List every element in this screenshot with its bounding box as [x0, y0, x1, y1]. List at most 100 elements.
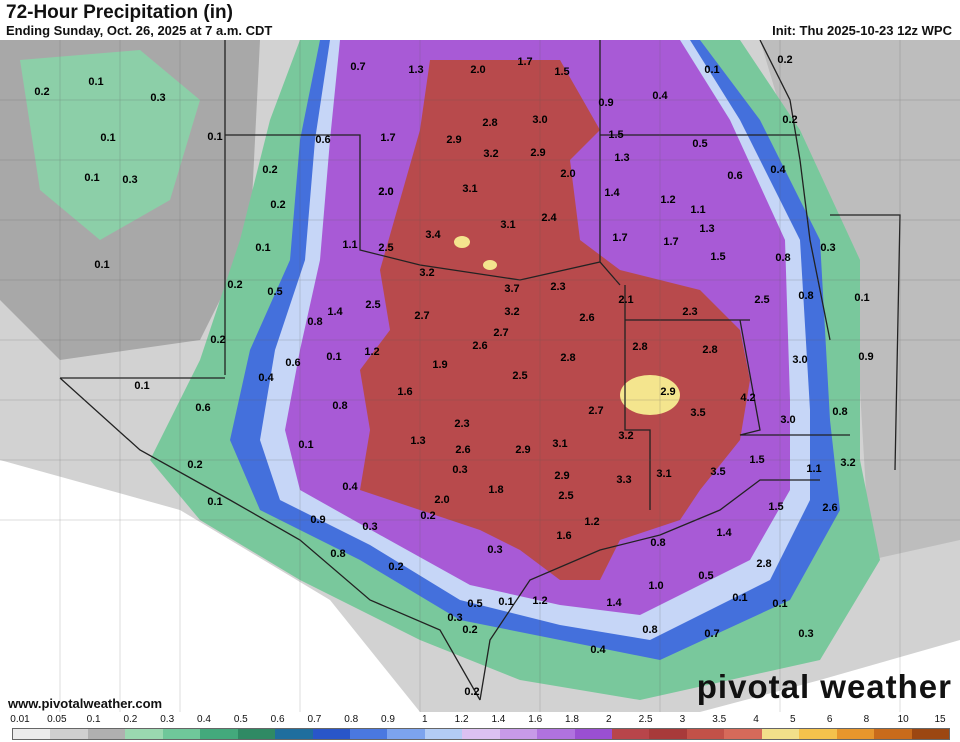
website-url: www.pivotalweather.com — [8, 696, 163, 711]
legend-tick-label: 1.4 — [491, 714, 506, 725]
precip-value-label: 2.5 — [512, 370, 528, 382]
precip-value-label: 0.4 — [258, 372, 274, 384]
precip-value-label: 1.0 — [648, 580, 664, 592]
precip-value-label: 3.2 — [419, 267, 435, 279]
precip-value-label: 3.1 — [462, 183, 478, 195]
precip-value-label: 1.4 — [604, 187, 620, 199]
precip-value-label: 1.5 — [554, 66, 570, 78]
precip-value-label: 0.4 — [652, 90, 668, 102]
precip-value-label: 2.7 — [414, 310, 430, 322]
precip-value-label: 0.2 — [34, 86, 50, 98]
precip-value-label: 0.5 — [698, 570, 714, 582]
legend-swatch — [649, 729, 687, 739]
precip-value-label: 3.1 — [552, 438, 568, 450]
precip-value-label: 0.8 — [642, 624, 658, 636]
precip-value-label: 2.9 — [530, 147, 546, 159]
precip-value-label: 2.8 — [632, 341, 648, 353]
precip-value-label: 2.0 — [560, 168, 576, 180]
legend-tick-label: 0.4 — [197, 714, 211, 725]
precip-value-label: 0.3 — [487, 544, 503, 556]
precip-value-label: 3.5 — [690, 407, 706, 419]
county-lines — [0, 40, 960, 712]
pivotal-weather-logo: pivotal weather — [696, 668, 952, 705]
legend-swatch — [574, 729, 612, 739]
precip-value-label: 0.5 — [692, 138, 708, 150]
precip-value-label: 0.2 — [388, 561, 404, 573]
precip-value-label: 0.4 — [342, 481, 358, 493]
precip-value-label: 2.3 — [550, 281, 566, 293]
precip-value-label: 0.9 — [598, 97, 614, 109]
precip-value-label: 2.5 — [378, 242, 394, 254]
precip-value-label: 2.9 — [515, 444, 531, 456]
legend-tick-label: 3.5 — [712, 714, 727, 725]
precip-value-label: 1.9 — [432, 359, 448, 371]
precip-value-label: 2.6 — [579, 312, 595, 324]
precip-value-label: 3.4 — [425, 229, 441, 241]
precip-value-label: 1.4 — [716, 527, 732, 539]
precip-value-label: 0.5 — [467, 598, 483, 610]
legend-swatch — [911, 729, 949, 739]
precip-value-label: 1.2 — [364, 346, 380, 358]
precip-value-label: 0.3 — [362, 521, 378, 533]
precip-value-label: 3.7 — [504, 283, 520, 295]
green-west-area — [20, 50, 200, 240]
legend-tick-label: 10 — [897, 714, 909, 725]
precip-value-label: 0.9 — [310, 514, 326, 526]
precip-value-label: 0.1 — [772, 598, 788, 610]
legend-swatch — [874, 729, 912, 739]
legend-tick-label: 6 — [826, 714, 833, 725]
precipitation-map[interactable]: 0.2 0.1 0.3 0.1 0.1 0.3 0.1 0.2 0.2 0.1 0.1 0.2 0.5 0… — [0, 40, 960, 712]
precip-value-label: 0.6 — [285, 357, 301, 369]
precip-value-label: 0.1 — [732, 592, 748, 604]
precip-value-label: 0.1 — [326, 351, 342, 363]
precip-value-label: 0.8 — [330, 548, 346, 560]
precip-value-label: 2.5 — [365, 299, 381, 311]
legend-swatch — [349, 729, 388, 739]
precip-value-label: 0.3 — [150, 92, 166, 104]
precip-value-label: 2.0 — [470, 64, 486, 76]
precip-value-label: 2.0 — [434, 494, 450, 506]
precip-value-label: 3.5 — [710, 466, 726, 478]
legend-tick-label: 15 — [934, 714, 946, 725]
precip-value-label: 0.4 — [770, 164, 786, 176]
precip-value-label: 0.2 — [270, 199, 286, 211]
precip-value-label: 2.3 — [454, 418, 470, 430]
precip-value-label: 0.2 — [187, 459, 203, 471]
legend-swatch — [125, 729, 163, 739]
legend-swatch — [162, 729, 201, 739]
precip-value-label: 1.8 — [488, 484, 504, 496]
precip-value-label: 2.4 — [541, 212, 557, 224]
precip-value-label: 2.6 — [822, 502, 838, 514]
map-title: 72-Hour Precipitation (in) — [6, 2, 233, 23]
legend-tick-label: 0.7 — [307, 714, 322, 725]
precip-value-label: 0.1 — [704, 64, 720, 76]
precip-value-label: 1.4 — [606, 597, 622, 609]
precip-value-label: 0.7 — [704, 628, 720, 640]
precip-value-label: 0.3 — [820, 242, 836, 254]
precip-value-label: 2.9 — [554, 470, 570, 482]
precip-value-label: 2.8 — [482, 117, 498, 129]
precip-value-label: 2.7 — [493, 327, 509, 339]
legend-tick-label: 2 — [606, 714, 612, 725]
legend-tick-label: 1 — [422, 714, 428, 725]
legend-swatch — [50, 729, 88, 739]
precip-value-label: 0.1 — [134, 380, 150, 392]
precip-value-label: 2.8 — [560, 352, 576, 364]
init-time: Init: Thu 2025-10-23 12z WPC — [772, 23, 952, 38]
legend-swatch — [836, 729, 875, 739]
precip-value-label: 0.9 — [858, 351, 874, 363]
max-rain-spot — [454, 236, 470, 248]
precip-value-label: 0.3 — [122, 174, 138, 186]
precip-value-label: 1.1 — [342, 239, 358, 251]
precip-value-label: 0.3 — [452, 464, 468, 476]
legend-swatch — [312, 729, 350, 739]
precip-value-label: 2.3 — [682, 306, 698, 318]
precip-value-label: 0.8 — [832, 406, 848, 418]
precip-value-label: 2.9 — [446, 134, 462, 146]
color-legend: 0.01 0.05 0.1 0.2 0.3 0.4 0.5 0.6 0.7 0.8 0.9 1 1.2 1… — [10, 712, 950, 742]
precip-value-label: 0.8 — [775, 252, 791, 264]
precip-value-label: 0.3 — [798, 628, 814, 640]
precip-value-label: 4.2 — [740, 392, 756, 404]
precip-value-label: 1.1 — [806, 463, 822, 475]
legend-tick-label: 4 — [753, 714, 759, 725]
